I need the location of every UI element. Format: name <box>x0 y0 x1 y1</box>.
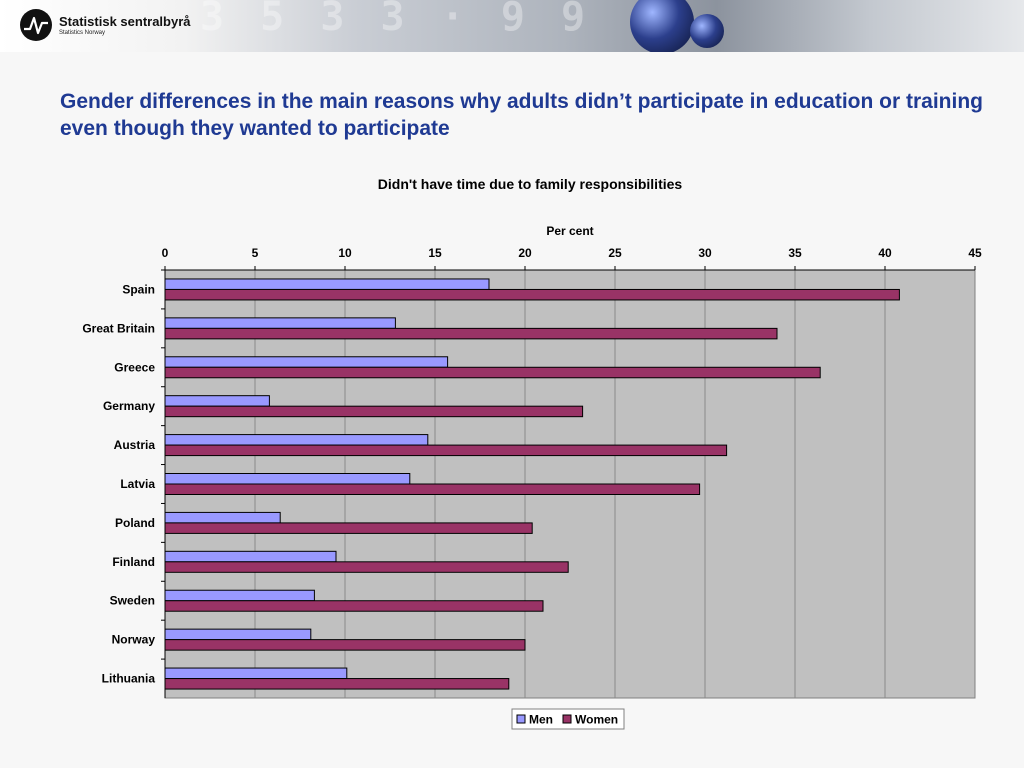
bar-men <box>164 667 348 680</box>
bar-men <box>164 317 396 329</box>
bar-women <box>164 405 584 418</box>
banner-sphere-large <box>630 0 694 52</box>
x-tick-label: 35 <box>788 246 802 260</box>
legend-swatch <box>516 714 526 724</box>
x-tick-label: 10 <box>338 246 352 260</box>
bar-women <box>164 444 728 457</box>
logo-subtitle: Statistics Norway <box>59 29 106 36</box>
category-label: Latvia <box>120 477 155 491</box>
bar-men <box>164 356 449 368</box>
category-label: Lithuania <box>102 672 156 686</box>
plot-area: 0 5 10 15 20 25 30 35 40 45 Spain Great Britain Gree… <box>82 246 982 699</box>
bar-men <box>164 395 270 407</box>
x-tick-label: 0 <box>162 246 169 260</box>
x-tick-label: 20 <box>518 246 532 260</box>
category-label: Sweden <box>110 594 155 608</box>
x-tick-label: 5 <box>252 246 259 260</box>
bar-women <box>164 678 510 690</box>
bar-men <box>164 628 312 641</box>
x-tick-label: 45 <box>968 246 982 260</box>
bar-men <box>164 550 337 563</box>
legend-swatch <box>562 714 572 724</box>
category-label: Finland <box>112 555 155 569</box>
bar-men <box>164 434 429 446</box>
logo[interactable]: Statistisk sentralbyrå Statistics Norway <box>20 9 191 41</box>
category-label: Austria <box>114 438 156 452</box>
bar-women <box>164 522 533 534</box>
legend-label: Men <box>529 713 553 727</box>
logo-name: Statistisk sentralbyrå <box>59 13 191 29</box>
legend: Men Women <box>511 708 625 730</box>
x-axis-label: Per cent <box>546 224 593 238</box>
banner-decoration: 3 5 3 3 · 9 9 <box>200 0 592 40</box>
category-label: Greece <box>114 360 155 374</box>
x-tick-label: 25 <box>608 246 622 260</box>
bar-men <box>164 511 281 524</box>
category-label: Great Britain <box>82 321 155 335</box>
bar-men <box>164 278 490 290</box>
x-tick-label: 15 <box>428 246 442 260</box>
category-label: Poland <box>115 516 155 530</box>
bar-women <box>164 561 569 573</box>
bar-women <box>164 600 544 612</box>
category-label: Spain <box>122 282 155 296</box>
bar-women <box>164 366 821 379</box>
bar-women <box>164 639 526 651</box>
banner-sphere-small <box>690 14 724 48</box>
bar-men <box>164 473 411 485</box>
bar-women <box>164 288 900 301</box>
chart-title: Didn't have time due to family responsib… <box>378 176 683 192</box>
bar-men <box>164 589 315 602</box>
legend-label: Women <box>575 713 618 727</box>
header-banner: 3 5 3 3 · 9 9 Statistisk sentralbyrå Sta… <box>0 0 1024 52</box>
ssb-logo-icon <box>20 9 52 41</box>
category-label: Germany <box>103 399 155 413</box>
x-tick-label: 40 <box>878 246 892 260</box>
x-tick-label: 30 <box>698 246 712 260</box>
category-label: Norway <box>112 633 156 647</box>
slide-title: Gender differences in the main reasons w… <box>60 90 983 140</box>
bar-women <box>164 483 701 495</box>
bar-women <box>164 327 778 340</box>
